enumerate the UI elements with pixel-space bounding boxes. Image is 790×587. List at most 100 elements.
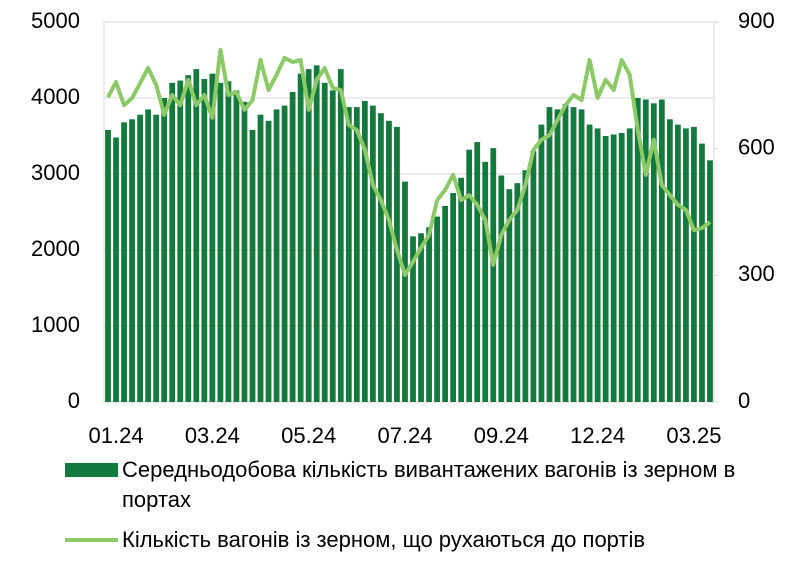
bar [345,107,352,403]
bar [225,81,232,402]
bar [394,126,400,402]
bar [474,142,481,402]
bar [361,101,368,402]
bar [297,73,304,403]
bar [281,105,288,402]
line [106,47,712,277]
legend-bar-swatch [65,463,118,477]
bar [265,120,272,403]
x-tick-label: 09.24 [474,423,529,448]
bar [466,149,473,402]
bar [241,101,248,403]
bar [634,98,641,402]
bar [145,109,152,403]
bar [546,107,553,403]
bar [129,119,135,402]
bar [514,183,521,402]
bar [201,79,208,402]
bar [538,124,545,402]
y-tick-label: 4000 [31,84,80,109]
bar [137,114,144,402]
bar [233,90,240,403]
bar [426,227,432,402]
bar [674,124,681,402]
y2-tick-label: 900 [738,8,775,33]
bar [321,82,328,403]
bar [402,181,408,402]
bar [626,128,633,402]
bar [217,82,224,403]
bar [113,137,119,402]
plot-border [103,21,715,403]
bar [434,216,440,402]
bar [666,119,673,402]
y2-tick-label: 300 [738,261,775,286]
bar [578,109,585,403]
y2-tick-label: 0 [738,388,750,413]
bar [337,69,344,403]
bar [177,80,184,403]
bar [490,148,497,402]
bar [353,107,360,403]
bar [329,90,336,403]
x-tick-label: 03.25 [666,423,721,448]
bar [594,128,601,402]
bar [570,107,577,403]
bar [378,113,384,402]
bar [289,91,296,403]
x-tick-label: 03.24 [185,423,240,448]
x-tick-label: 07.24 [377,423,432,448]
bar [707,160,713,402]
bar [442,205,449,402]
bar [602,136,609,402]
bar [586,124,593,402]
y-tick-label: 3000 [31,160,80,185]
legend-line-label: Кількість вагонів із зерном, що рухаютьс… [122,527,646,552]
bar [209,73,216,403]
bar [313,65,320,402]
bar [699,143,705,402]
bar [418,233,424,402]
bar [257,114,264,402]
bar [522,170,529,402]
bar [185,75,192,402]
bar [410,236,416,402]
bar [530,151,537,402]
x-tick-label: 12.24 [570,423,625,448]
bar [458,177,465,402]
bar [506,189,513,402]
x-tick-label: 05.24 [281,423,336,448]
bar [249,129,256,403]
y-tick-label: 2000 [31,236,80,261]
bar [193,69,200,403]
bar [105,129,111,403]
bar [610,134,617,403]
y2-tick-label: 600 [738,134,775,159]
bar [305,69,312,403]
bar [683,128,689,402]
bar [554,109,561,403]
legend-bar-label: Середньодобова кількість вивантажених ва… [122,457,736,512]
bar [658,99,665,403]
bar [153,114,160,402]
bar [498,175,505,402]
y-tick-label: 0 [68,388,80,413]
bar [650,103,657,402]
bar [642,99,649,403]
bar [161,98,168,402]
y-tick-label: 1000 [31,312,80,337]
bar [369,105,376,402]
bar [562,104,569,402]
bar [450,193,457,402]
x-tick-label: 01.24 [89,423,144,448]
bar [273,109,280,403]
bar [691,126,697,402]
bar [482,161,489,402]
y-tick-label: 5000 [31,8,80,33]
bar [618,132,625,402]
bar [386,120,392,403]
bar [121,122,127,402]
bar [169,82,176,403]
